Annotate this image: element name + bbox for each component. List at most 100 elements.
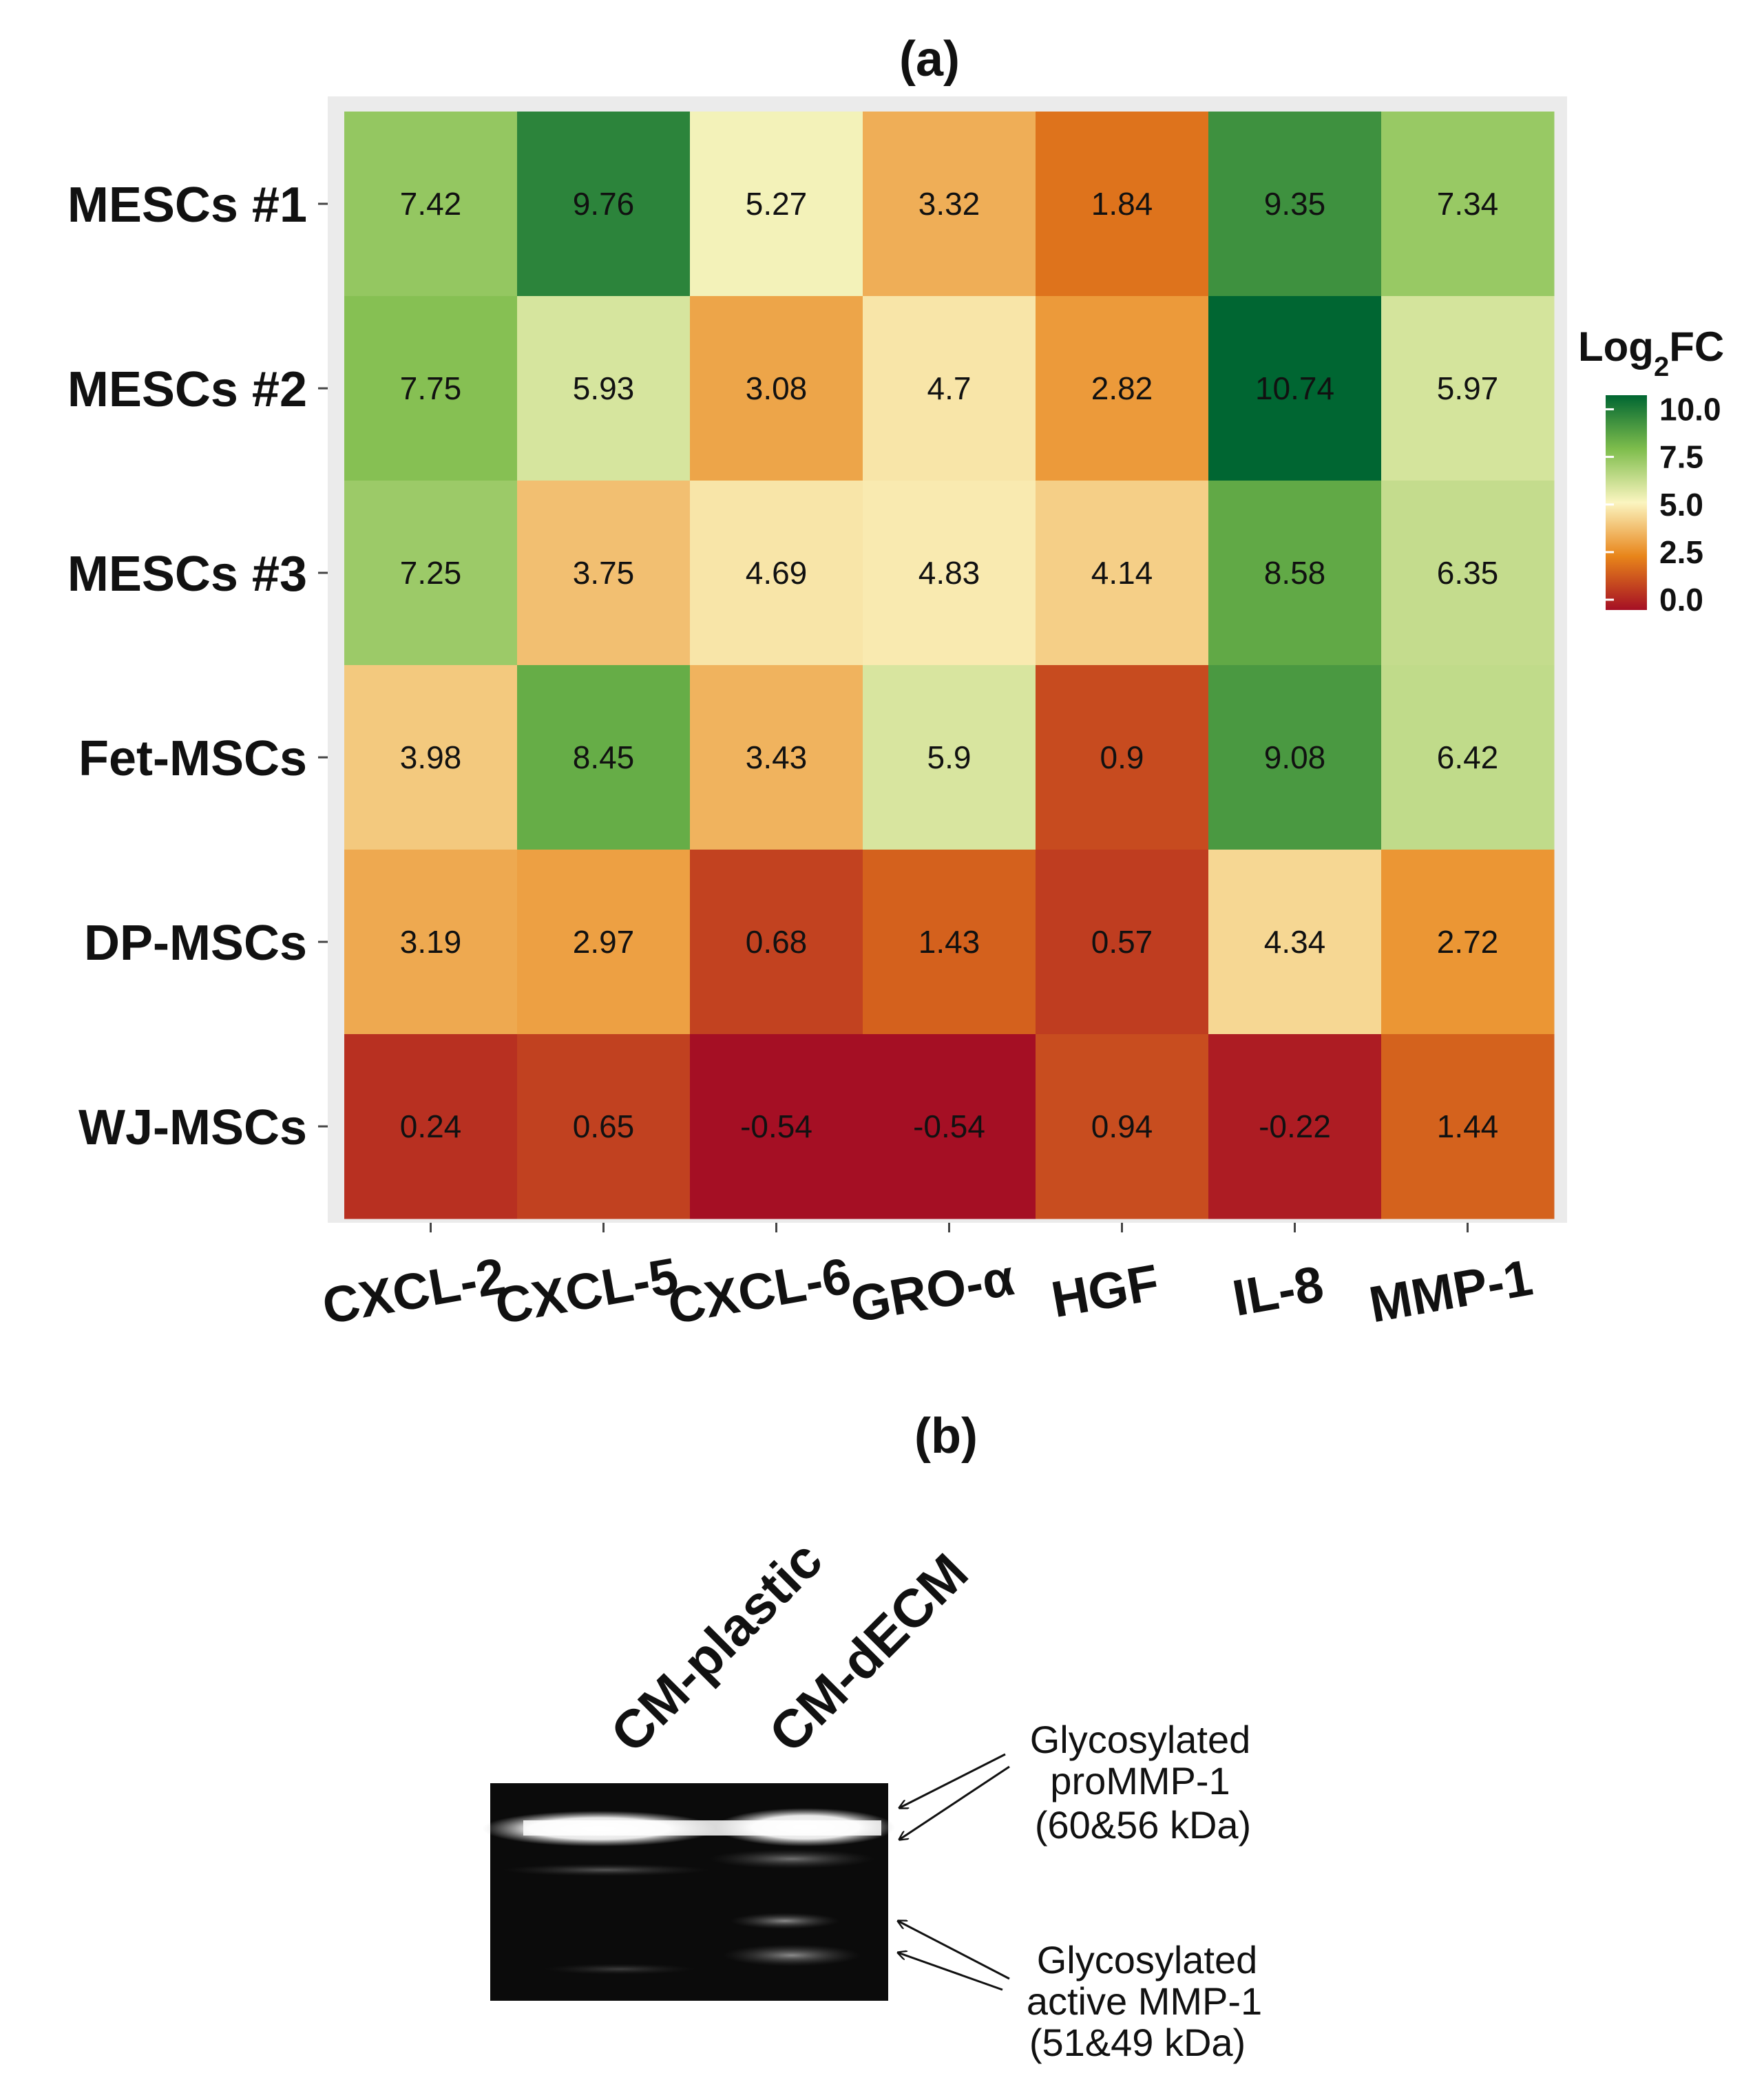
cell-value-label: 4.7 [927,370,972,406]
cell-value-label: 3.08 [746,370,808,406]
row-label: WJ-MSCs [78,1100,307,1155]
annotation-bottom-line2: active MMP-1 [1027,1979,1262,2023]
heatmap-cell [517,481,691,666]
heatmap-cell [1381,296,1555,481]
heatmap-cell [1036,112,1209,297]
heatmap-cell [1036,481,1209,666]
annotation-active-mmp1: Glycosylated active MMP-1 (51&49 kDa) [1027,1938,1262,2064]
heatmap-cell [344,112,518,297]
cell-value-label: -0.22 [1259,1108,1331,1144]
annotation-bottom-line3: (51&49 kDa) [1029,2021,1246,2064]
cell-value-label: 1.43 [918,924,980,960]
heatmap-cell [863,112,1036,297]
cell-value-label: 0.94 [1091,1108,1153,1144]
column-label: CXCL-2 [318,1247,510,1335]
cell-value-label: 0.65 [573,1108,635,1144]
cell-value-label: 9.76 [573,186,635,222]
cell-value-label: 7.25 [400,555,462,591]
cell-value-label: 1.84 [1091,186,1153,222]
band-active-mmp1-upper [730,1913,840,1929]
row-label: MESCs #3 [67,547,307,602]
heatmap-cell [1036,1034,1209,1219]
heatmap-cell [517,850,691,1035]
heatmap-cell [690,112,863,297]
cell-value-label: 8.58 [1264,555,1326,591]
row-label: MESCs #1 [67,178,307,233]
heatmap-cell [1208,481,1382,666]
cell-value-label: 2.82 [1091,370,1153,406]
cell-value-label: -0.54 [740,1108,812,1144]
cell-value-label: 3.43 [746,739,808,775]
cell-value-label: 5.93 [573,370,635,406]
annotation-prommp1: Glycosylated proMMP-1 (60&56 kDa) [1030,1718,1251,1847]
annotation-top-line2: proMMP-1 [1050,1759,1230,1802]
cell-value-label: 0.57 [1091,924,1153,960]
heatmap-cell [1208,296,1382,481]
legend-title-sub: 2 [1654,352,1669,382]
cell-value-label: 4.14 [1091,555,1153,591]
heatmap-cell [517,112,691,297]
cell-value-label: 5.9 [927,739,972,775]
cell-value-label: 6.35 [1437,555,1499,591]
heatmap-cell [863,665,1036,850]
cell-value-label: 5.27 [746,186,808,222]
cell-value-label: 5.97 [1437,370,1499,406]
heatmap-cell [344,665,518,850]
column-label: IL-8 [1228,1255,1327,1327]
heatmap-cell [863,1034,1036,1219]
cell-value-label: 3.98 [400,739,462,775]
cell-value-label: 6.42 [1437,739,1499,775]
heatmap-cell [517,1034,691,1219]
legend-tick-label: 5.0 [1659,487,1703,523]
heatmap-cell [344,481,518,666]
cell-value-label: 9.35 [1264,186,1326,222]
cell-value-label: 4.69 [746,555,808,591]
cell-value-label: 8.45 [573,739,635,775]
heatmap-cell [1208,850,1382,1035]
cell-value-label: 7.34 [1437,186,1499,222]
heatmap-cell [1381,665,1555,850]
cell-value-label: 0.9 [1100,739,1144,775]
legend-title-tail: FC [1669,324,1724,370]
cell-value-label: 9.08 [1264,739,1326,775]
heatmap-cell [1381,850,1555,1035]
heatmap-cell [1036,665,1209,850]
legend-tick-label: 0.0 [1659,582,1703,618]
chart-title-b: (b) [914,1409,978,1464]
row-label: MESCs #2 [67,362,307,417]
cell-value-label: 7.75 [400,370,462,406]
legend-title-main: Log [1578,324,1654,370]
heatmap-cell [690,850,863,1035]
heatmap-cell [1381,481,1555,666]
cell-value-label: 2.97 [573,924,635,960]
heatmap-cell [863,296,1036,481]
row-label: DP-MSCs [84,916,307,971]
heatmap-cell [1381,112,1555,297]
heatmap-cell [863,481,1036,666]
color-legend: Log2FC 10.0 7.5 5.0 2.5 0.0 [1578,324,1724,618]
cell-value-label: 7.42 [400,186,462,222]
legend-title: Log2FC [1578,324,1724,382]
heatmap-cell [1381,1034,1555,1219]
heatmap-cell [344,1034,518,1219]
cell-value-label: 3.19 [400,924,462,960]
legend-colorbar [1606,395,1647,610]
heatmap-cell [344,296,518,481]
heatmap-cell [1208,665,1382,850]
heatmap-cell [1036,296,1209,481]
annotation-top-line1: Glycosylated [1030,1718,1251,1761]
annotation-arrows [898,1753,1010,1991]
column-label: HGF [1047,1253,1163,1328]
column-label: CXCL-5 [491,1247,682,1335]
column-label: CXCL-6 [664,1247,855,1335]
western-blot-image [482,1783,895,2001]
heatmap-cell [690,665,863,850]
heatmap-cell [517,665,691,850]
annotation-bottom-line1: Glycosylated [1037,1938,1258,1981]
row-labels: MESCs #1 MESCs #2 MESCs #3 Fet-MSCs DP-MSCs W… [67,178,328,1155]
heatmap-cell [690,481,863,666]
cell-value-label: 3.32 [918,186,980,222]
cell-value-label: -0.54 [913,1108,985,1144]
